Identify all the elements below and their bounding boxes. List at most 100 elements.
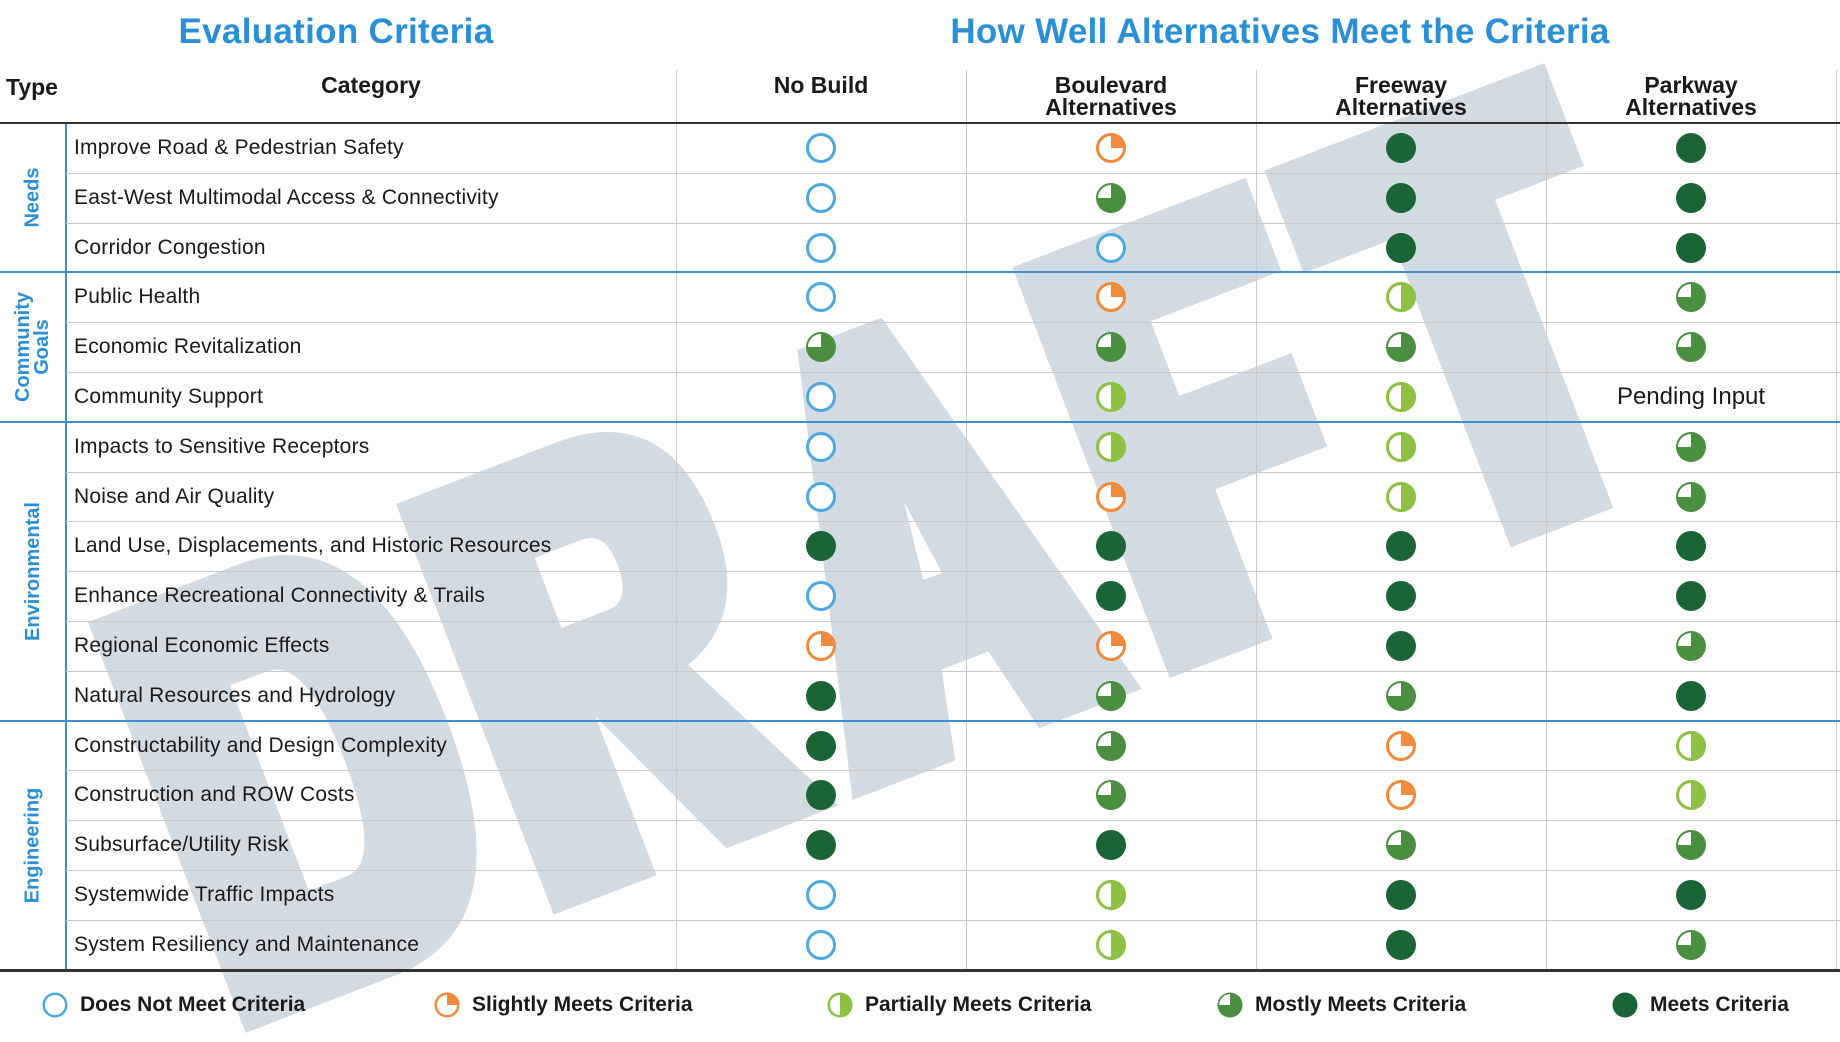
row-divider	[66, 820, 1840, 822]
type-cell: Environmental	[0, 422, 66, 721]
type-label: Environmental	[21, 501, 44, 641]
slightly-meets-icon	[1386, 780, 1416, 811]
does-not-meet-icon	[42, 992, 68, 1018]
rating-cell	[1093, 578, 1129, 614]
rating-cell	[1673, 777, 1709, 813]
column-divider	[966, 70, 967, 970]
slightly-meets-icon	[1096, 630, 1126, 661]
mostly-meets-icon	[1676, 481, 1706, 512]
legend-item: Partially Meets Criteria	[825, 990, 1091, 1020]
rating-cell	[1093, 279, 1129, 315]
rating-cell	[1383, 130, 1419, 166]
rating-cell	[1673, 479, 1709, 515]
rating-cell	[1673, 728, 1709, 764]
meets-icon	[1386, 581, 1416, 612]
category-label: Public Health	[74, 285, 201, 309]
legend-label: Meets Criteria	[1650, 993, 1789, 1016]
rating-cell	[1383, 479, 1419, 515]
does-not-meet-icon	[806, 132, 836, 163]
rating-cell	[1673, 877, 1709, 913]
rating-cell	[1383, 230, 1419, 266]
rating-cell	[803, 379, 839, 415]
partially-meets-icon	[1096, 381, 1126, 412]
category-label: Regional Economic Effects	[74, 634, 330, 657]
column-header-0: No Build	[773, 72, 869, 98]
partially-meets-icon	[1386, 381, 1416, 412]
rating-cell	[803, 279, 839, 315]
row-divider	[66, 322, 1840, 324]
mostly-meets-icon	[1386, 680, 1416, 711]
legend-item: Does Not Meet Criteria	[40, 990, 305, 1020]
mostly-meets-icon	[1676, 830, 1706, 861]
does-not-meet-icon	[806, 182, 836, 213]
rating-cell	[803, 927, 839, 963]
meets-icon	[1386, 182, 1416, 213]
meets-icon	[1096, 830, 1126, 861]
rating-cell	[1093, 379, 1129, 415]
rating-cell	[1383, 728, 1419, 764]
meets-icon	[806, 531, 836, 562]
does-not-meet-icon	[806, 879, 836, 910]
column-divider	[1256, 70, 1257, 970]
rating-cell	[803, 329, 839, 365]
group-divider	[0, 968, 1840, 972]
pending-input-label: Pending Input	[1616, 383, 1766, 410]
legend-label: Partially Meets Criteria	[865, 993, 1092, 1016]
mostly-meets-icon	[1096, 730, 1126, 761]
partially-meets-icon	[1096, 431, 1126, 462]
does-not-meet-icon	[806, 381, 836, 412]
legend-label: Slightly Meets Criteria	[472, 993, 693, 1016]
category-label: Enhance Recreational Connectivity & Trai…	[74, 584, 486, 608]
meets-icon	[806, 830, 836, 861]
rating-cell	[1673, 578, 1709, 614]
column-divider	[1546, 70, 1547, 970]
slightly-meets-icon	[1096, 481, 1126, 512]
category-label: Constructability and Design Complexity	[74, 733, 447, 757]
meets-icon	[1386, 879, 1416, 910]
meets-icon	[1386, 929, 1416, 960]
rating-cell	[1093, 429, 1129, 465]
rating-cell	[1383, 777, 1419, 813]
rating-cell	[803, 678, 839, 714]
mostly-meets-icon	[806, 332, 836, 363]
category-label: Construction and ROW Costs	[74, 783, 355, 807]
rating-cell	[1093, 678, 1129, 714]
rating-cell	[1673, 230, 1709, 266]
meets-icon	[1096, 531, 1126, 562]
rating-cell	[1673, 528, 1709, 564]
type-cell: Community Goals	[0, 272, 66, 421]
mostly-meets-icon	[1676, 431, 1706, 462]
column-header-3: Parkway Alternatives	[1625, 72, 1757, 120]
rating-cell	[1383, 379, 1419, 415]
meets-icon	[806, 730, 836, 761]
rating-cell	[803, 728, 839, 764]
rating-cell	[803, 578, 839, 614]
rating-cell	[1093, 877, 1129, 913]
category-label: Economic Revitalization	[74, 335, 302, 359]
category-label: Land Use, Displacements, and Historic Re…	[74, 534, 552, 558]
mostly-meets-icon	[1386, 830, 1416, 861]
category-header: Category	[321, 72, 421, 98]
mostly-meets-icon	[1676, 630, 1706, 661]
rating-cell	[1383, 329, 1419, 365]
rating-cell	[1383, 528, 1419, 564]
category-label: Subsurface/Utility Risk	[74, 833, 289, 857]
evaluation-criteria-title: Evaluation Criteria	[178, 12, 494, 51]
category-label: Systemwide Traffic Impacts	[74, 883, 335, 906]
type-label: Engineering	[21, 787, 44, 903]
meets-icon	[1612, 992, 1638, 1018]
category-label: Noise and Air Quality	[74, 484, 275, 508]
rating-cell	[1383, 628, 1419, 664]
type-label: Community Goals	[12, 292, 53, 403]
meets-icon	[1386, 132, 1416, 163]
mostly-meets-icon	[1217, 992, 1243, 1018]
slightly-meets-icon	[1386, 730, 1416, 761]
rating-cell	[1093, 777, 1129, 813]
type-label: Needs	[21, 167, 44, 228]
rating-cell	[1093, 628, 1129, 664]
category-label: East-West Multimodal Access & Connectivi…	[74, 185, 499, 209]
rating-cell	[1093, 479, 1129, 515]
row-divider	[66, 919, 1840, 921]
category-label: Natural Resources and Hydrology	[74, 683, 396, 707]
alternatives-title: How Well Alternatives Meet the Criteria	[950, 12, 1610, 51]
